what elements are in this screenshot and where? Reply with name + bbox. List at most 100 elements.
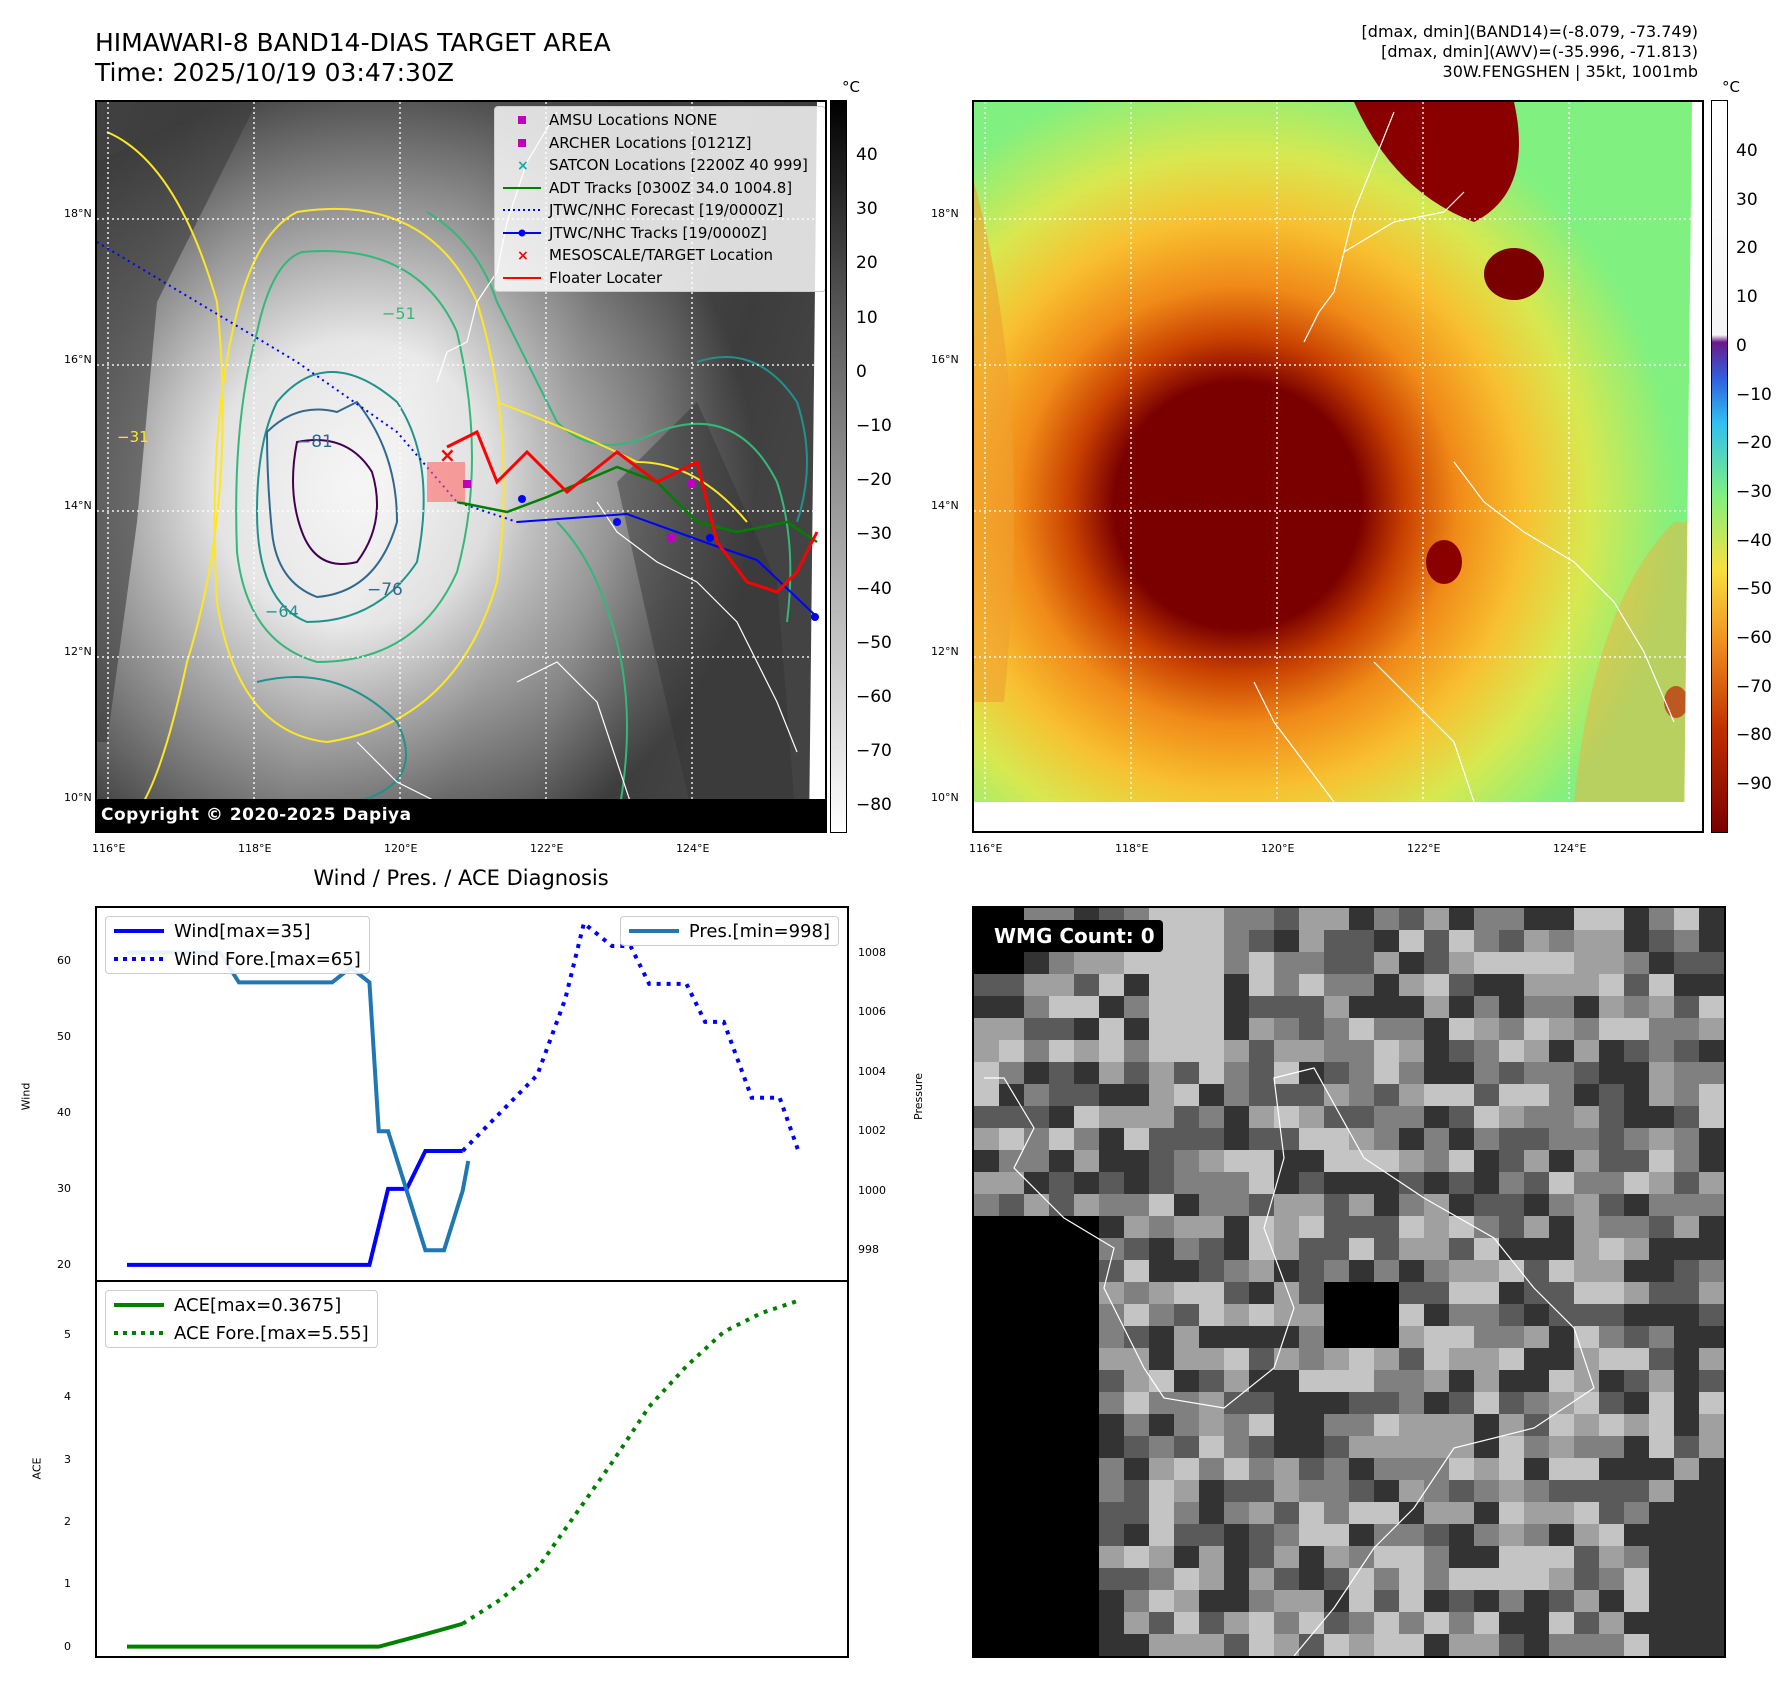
wmg-cell [1499,1106,1524,1128]
wmg-cell [1149,1040,1174,1062]
wmg-cell [1449,1392,1474,1414]
wmg-cell [1099,1106,1124,1128]
wmg-cell [1074,1568,1099,1590]
wmg-cell [1024,1480,1049,1502]
wmg-cell [1324,1436,1349,1458]
wmg-cell [1374,1040,1399,1062]
figure-title: HIMAWARI-8 BAND14-DIAS TARGET AREA [95,28,611,57]
wmg-cell [1424,1062,1449,1084]
wmg-cell [1049,952,1074,974]
wmg-cell [1274,996,1299,1018]
colorbar-tick-label: 40 [1736,141,1758,161]
wmg-cell [1299,1326,1324,1348]
wmg-cell [1599,1348,1624,1370]
wmg-cell [1674,1326,1699,1348]
wmg-cell [1399,1150,1424,1172]
wmg-cell [999,1128,1024,1150]
target-marker: × [439,443,456,467]
y-tick-label: 5 [64,1327,71,1341]
wmg-cell [1474,1634,1499,1656]
wmg-cell [1024,1062,1049,1084]
wmg-cell [1424,1612,1449,1634]
wmg-cell [1649,1392,1674,1414]
y-tick-label: 3 [64,1452,71,1466]
storm-info: 30W.FENGSHEN | 35kt, 1001mb [1442,62,1698,81]
wmg-cell [1374,1194,1399,1216]
wmg-cell [1249,1502,1274,1524]
wmg-cell [1549,1414,1574,1436]
wmg-cell [1299,1458,1324,1480]
wmg-cell [1074,1040,1099,1062]
colorbar-tick-label: 30 [1736,189,1758,210]
wmg-cell [1149,1458,1174,1480]
wmg-cell [1349,1546,1374,1568]
wmg-cell [1224,996,1249,1018]
wmg-cell [1599,1612,1624,1634]
wmg-cell [999,1348,1024,1370]
colorbar-tick-label: 10 [856,307,878,328]
wmg-cell [1349,952,1374,974]
wmg-cell [1474,1568,1499,1590]
wmg-cell [1349,1040,1374,1062]
wmg-cell [1049,1282,1074,1304]
wmg-cell [1674,1260,1699,1282]
wmg-cell [1324,974,1349,996]
wmg-cell [1299,1194,1324,1216]
wmg-cell [1574,1238,1599,1260]
wmg-cell [1024,1040,1049,1062]
wmg-cell [1274,1392,1299,1414]
wmg-cell [1574,1106,1599,1128]
wmg-cell [1024,1128,1049,1150]
wmg-cell [974,1260,999,1282]
wmg-cell [1199,1304,1224,1326]
wmg-cell [1474,1414,1499,1436]
wmg-cell [1674,1172,1699,1194]
wmg-cell [1649,1084,1674,1106]
legend-wind-label: Wind[max=35] [174,920,311,942]
wmg-cell [1524,1524,1549,1546]
wmg-cell [1374,1458,1399,1480]
wmg-cell [1674,1062,1699,1084]
wmg-cell [1049,1172,1074,1194]
wmg-cell [1299,1480,1324,1502]
wmg-cell [1124,1348,1149,1370]
wmg-cell [1074,1106,1099,1128]
wmg-cell [1574,952,1599,974]
wmg-cell [1149,1326,1174,1348]
wmg-cell [1424,1172,1449,1194]
wmg-cell [1549,996,1574,1018]
wmg-cell [1624,1238,1649,1260]
wmg-cell [1574,1612,1599,1634]
wmg-cell [1424,1260,1449,1282]
wmg-cell [1224,974,1249,996]
colorbar-tick-label: 20 [856,253,878,274]
wmg-cell [1174,1062,1199,1084]
wmg-cell [1524,1260,1549,1282]
wmg-cell [1249,952,1274,974]
wmg-cell [1174,1524,1199,1546]
ir-colorbar [830,100,847,833]
wmg-cell [1149,1568,1174,1590]
wmg-cell [1074,1370,1099,1392]
jtwc-best-track [516,512,818,618]
wmg-cell [1374,1590,1399,1612]
wmg-cell [1374,1348,1399,1370]
wmg-cell [1699,1062,1724,1084]
wmg-cell [1449,1084,1474,1106]
wmg-cell [1149,1150,1174,1172]
wmg-cell [1374,1084,1399,1106]
wmg-cell [1599,1260,1624,1282]
wmg-cell [1474,1458,1499,1480]
wmg-cell [1174,1018,1199,1040]
wmg-cell [1574,1018,1599,1040]
series-line-1 [461,1298,799,1626]
wmg-cell [1074,1436,1099,1458]
wmg-cell [1549,1216,1574,1238]
wmg-cell [1399,1194,1424,1216]
wmg-cell [1274,1370,1299,1392]
wmg-cell [1599,996,1624,1018]
legend-entry: JTWC/NHC Tracks [19/0000Z] [495,222,825,245]
wmg-cell [1099,1458,1124,1480]
wmg-cell [1099,1304,1124,1326]
ace-plot [127,1298,799,1649]
